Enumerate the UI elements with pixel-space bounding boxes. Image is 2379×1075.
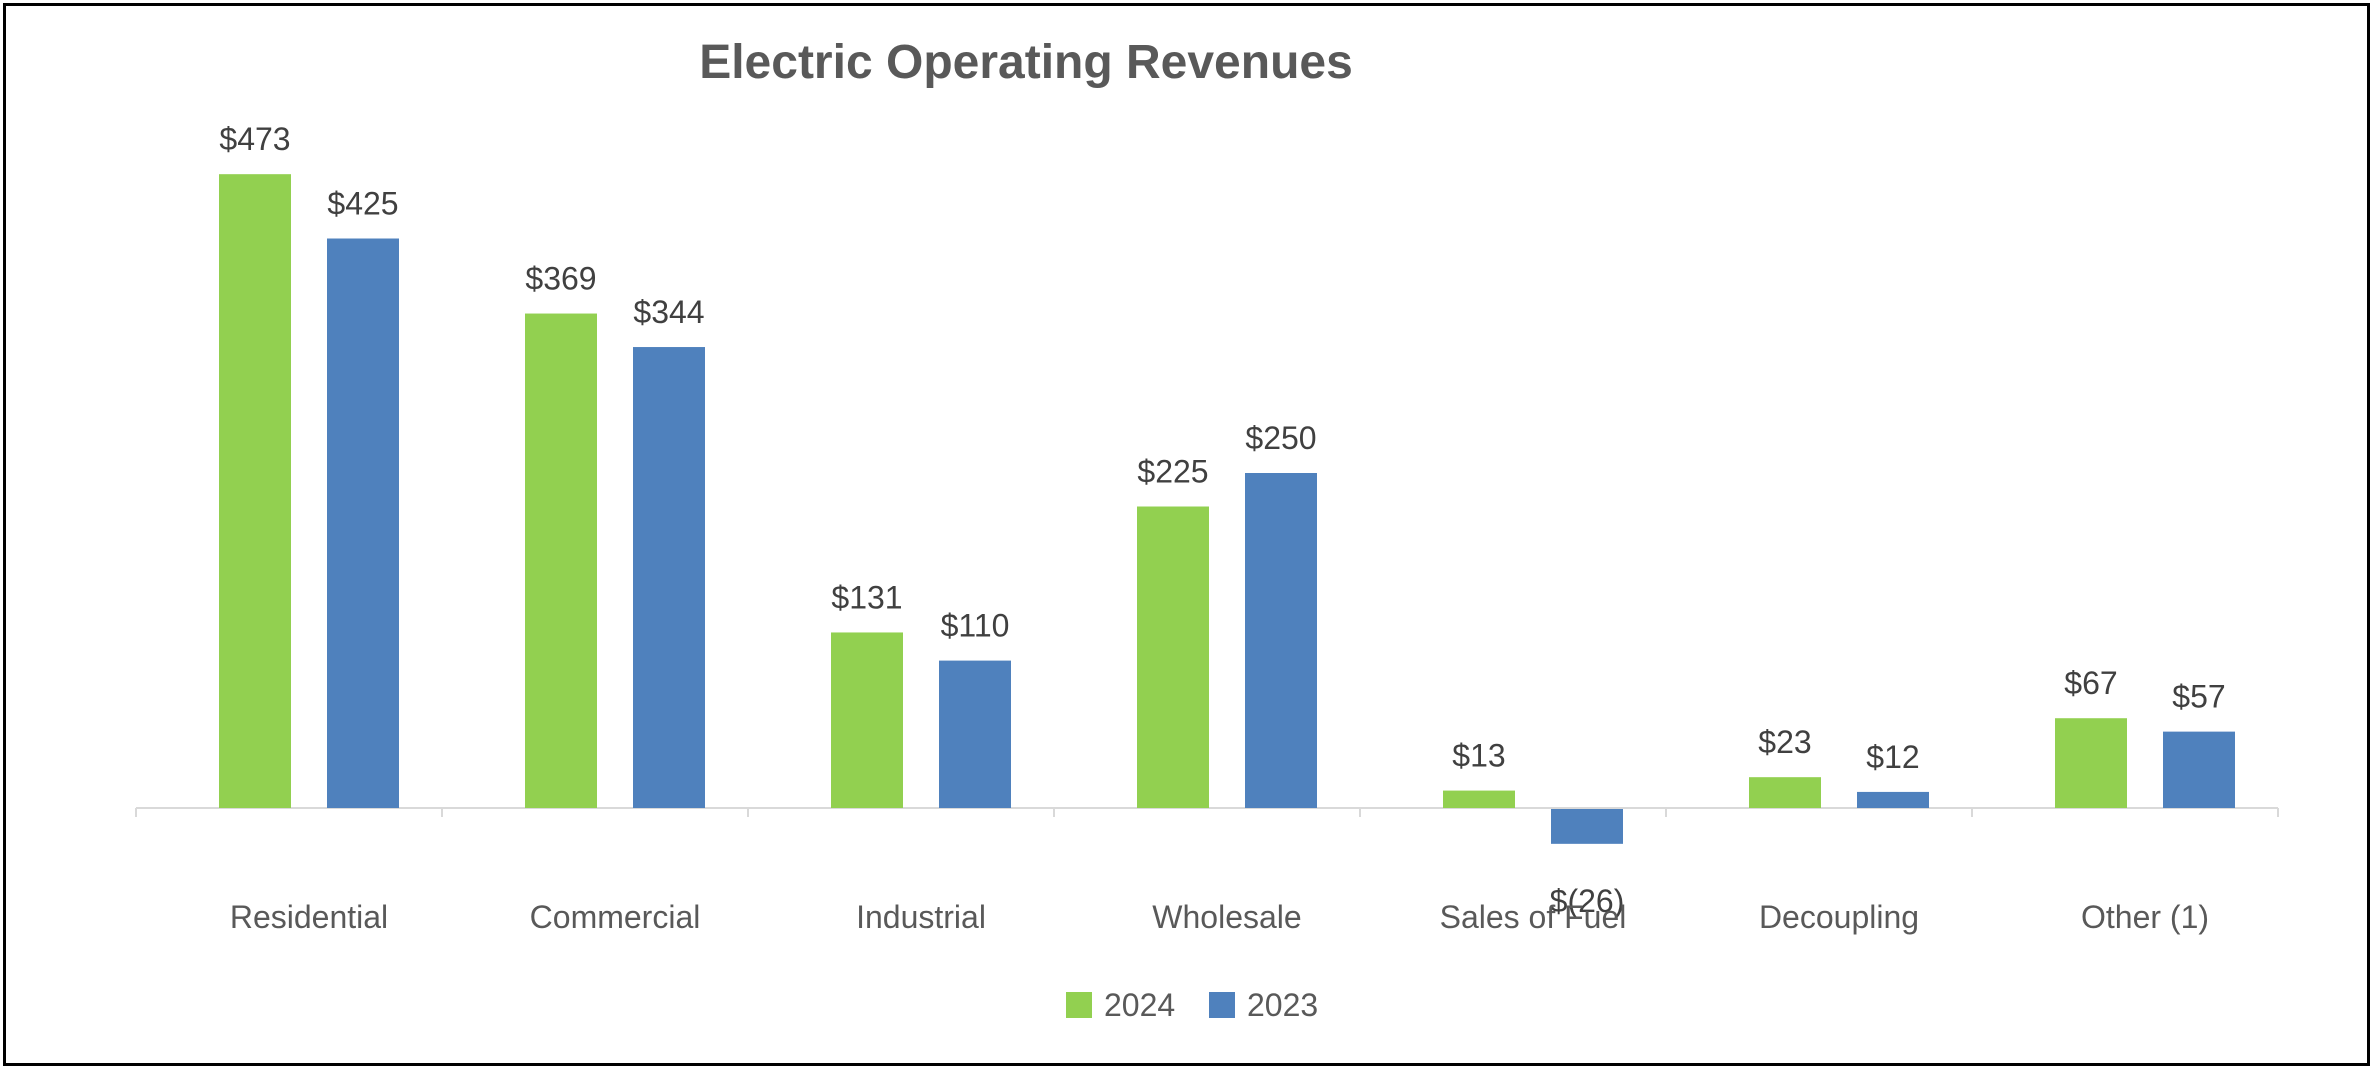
bar-2023-residential	[327, 238, 399, 808]
data-label: $(26)	[1550, 883, 1625, 919]
data-label: $250	[1245, 420, 1316, 456]
legend: 2024 2023	[1066, 987, 1318, 1023]
data-label: $425	[327, 186, 398, 222]
legend-label-2023: 2023	[1247, 987, 1318, 1023]
x-tick-label: Industrial	[856, 899, 986, 935]
data-label: $473	[219, 121, 290, 157]
data-label: $23	[1758, 724, 1811, 760]
bar-2024-decoupling	[1749, 777, 1821, 808]
x-tick-label: Other (1)	[2081, 899, 2209, 935]
data-label: $67	[2064, 665, 2117, 701]
bar-2024-other-1	[2055, 718, 2127, 808]
plot-area: $473 $425 Residential $369 $344 Commercial $13…	[135, 121, 2279, 935]
chart-canvas: Electric Operating Revenues $473 $425 Resi…	[135, 36, 2279, 1023]
legend-swatch-2024	[1066, 992, 1092, 1018]
bar-2023-industrial	[939, 660, 1011, 808]
data-label: $12	[1866, 739, 1919, 775]
bar-2024-residential	[219, 174, 291, 808]
bar-2023-sales-of-fuel	[1551, 809, 1623, 844]
bar-2023-wholesale	[1245, 473, 1317, 808]
bar-2024-wholesale	[1137, 506, 1209, 808]
bar-2024-sales-of-fuel	[1443, 790, 1515, 808]
x-tick-label: Sales of Fuel	[1440, 899, 1627, 935]
data-label: $225	[1137, 454, 1208, 490]
data-label: $344	[633, 294, 704, 330]
data-label: $110	[941, 608, 1010, 644]
legend-label-2024: 2024	[1104, 987, 1175, 1023]
x-tick-label: Residential	[230, 899, 388, 935]
bar-2024-commercial	[525, 313, 597, 808]
bar-2023-decoupling	[1857, 791, 1929, 808]
data-label: $13	[1452, 738, 1505, 774]
chart-title: Electric Operating Revenues	[699, 36, 1353, 89]
legend-swatch-2023	[1209, 992, 1235, 1018]
data-label: $131	[831, 579, 902, 615]
bar-2023-commercial	[633, 347, 705, 808]
bar-2024-industrial	[831, 632, 903, 808]
bar-2023-other-1	[2163, 731, 2235, 808]
x-tick-label: Decoupling	[1759, 899, 1919, 935]
x-tick-label: Wholesale	[1152, 899, 1301, 935]
chart-frame: Electric Operating Revenues $473 $425 Resi…	[3, 3, 2370, 1066]
x-tick-label: Commercial	[530, 899, 701, 935]
data-label: $57	[2172, 679, 2225, 715]
data-label: $369	[525, 261, 596, 297]
